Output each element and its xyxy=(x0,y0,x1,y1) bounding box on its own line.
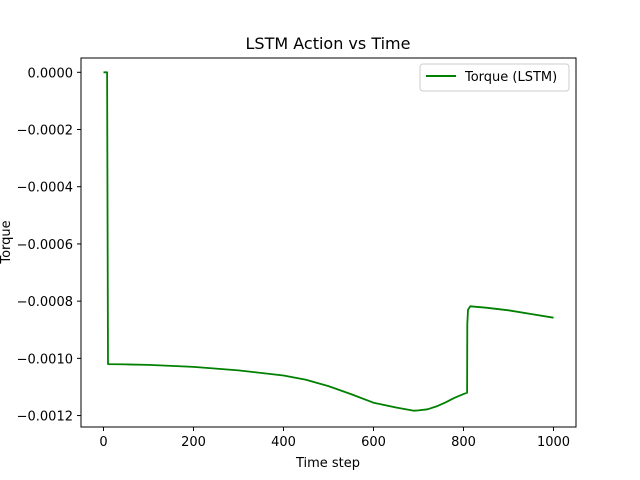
y-tick-label: −0.0006 xyxy=(17,238,73,253)
y-tick-label: −0.0004 xyxy=(17,181,73,196)
y-tick-label: −0.0008 xyxy=(17,295,73,310)
series-line-torque-lstm xyxy=(103,71,554,412)
legend-box xyxy=(419,63,570,92)
legend: Torque (LSTM) xyxy=(419,63,570,92)
x-axis: 0 200 400 600 800 1000 xyxy=(99,427,570,450)
y-axis: 0.0000 −0.0002 −0.0004 −0.0006 −0.0008 −0.001… xyxy=(17,66,81,425)
legend-label: Torque (LSTM) xyxy=(464,70,557,85)
axes-frame xyxy=(80,57,577,428)
y-axis-title: Torque xyxy=(0,220,14,264)
x-tick-label: 0 xyxy=(99,435,107,450)
plot-area: 0 200 400 600 800 1000 0.0000 −0.0002 −0.0004 −0… xyxy=(17,57,577,450)
chart-title: LSTM Action vs Time xyxy=(246,34,411,53)
y-tick-label: 0.0000 xyxy=(28,66,74,81)
x-tick-label: 1000 xyxy=(537,435,570,450)
x-axis-title: Time step xyxy=(295,456,360,471)
x-tick-label: 800 xyxy=(451,435,476,450)
series-layer xyxy=(103,71,554,412)
x-tick-label: 600 xyxy=(361,435,386,450)
y-tick-label: −0.0010 xyxy=(17,352,73,367)
y-tick-label: −0.0012 xyxy=(17,410,73,425)
x-tick-label: 400 xyxy=(271,435,296,450)
x-tick-label: 200 xyxy=(181,435,206,450)
y-tick-label: −0.0002 xyxy=(17,124,73,139)
